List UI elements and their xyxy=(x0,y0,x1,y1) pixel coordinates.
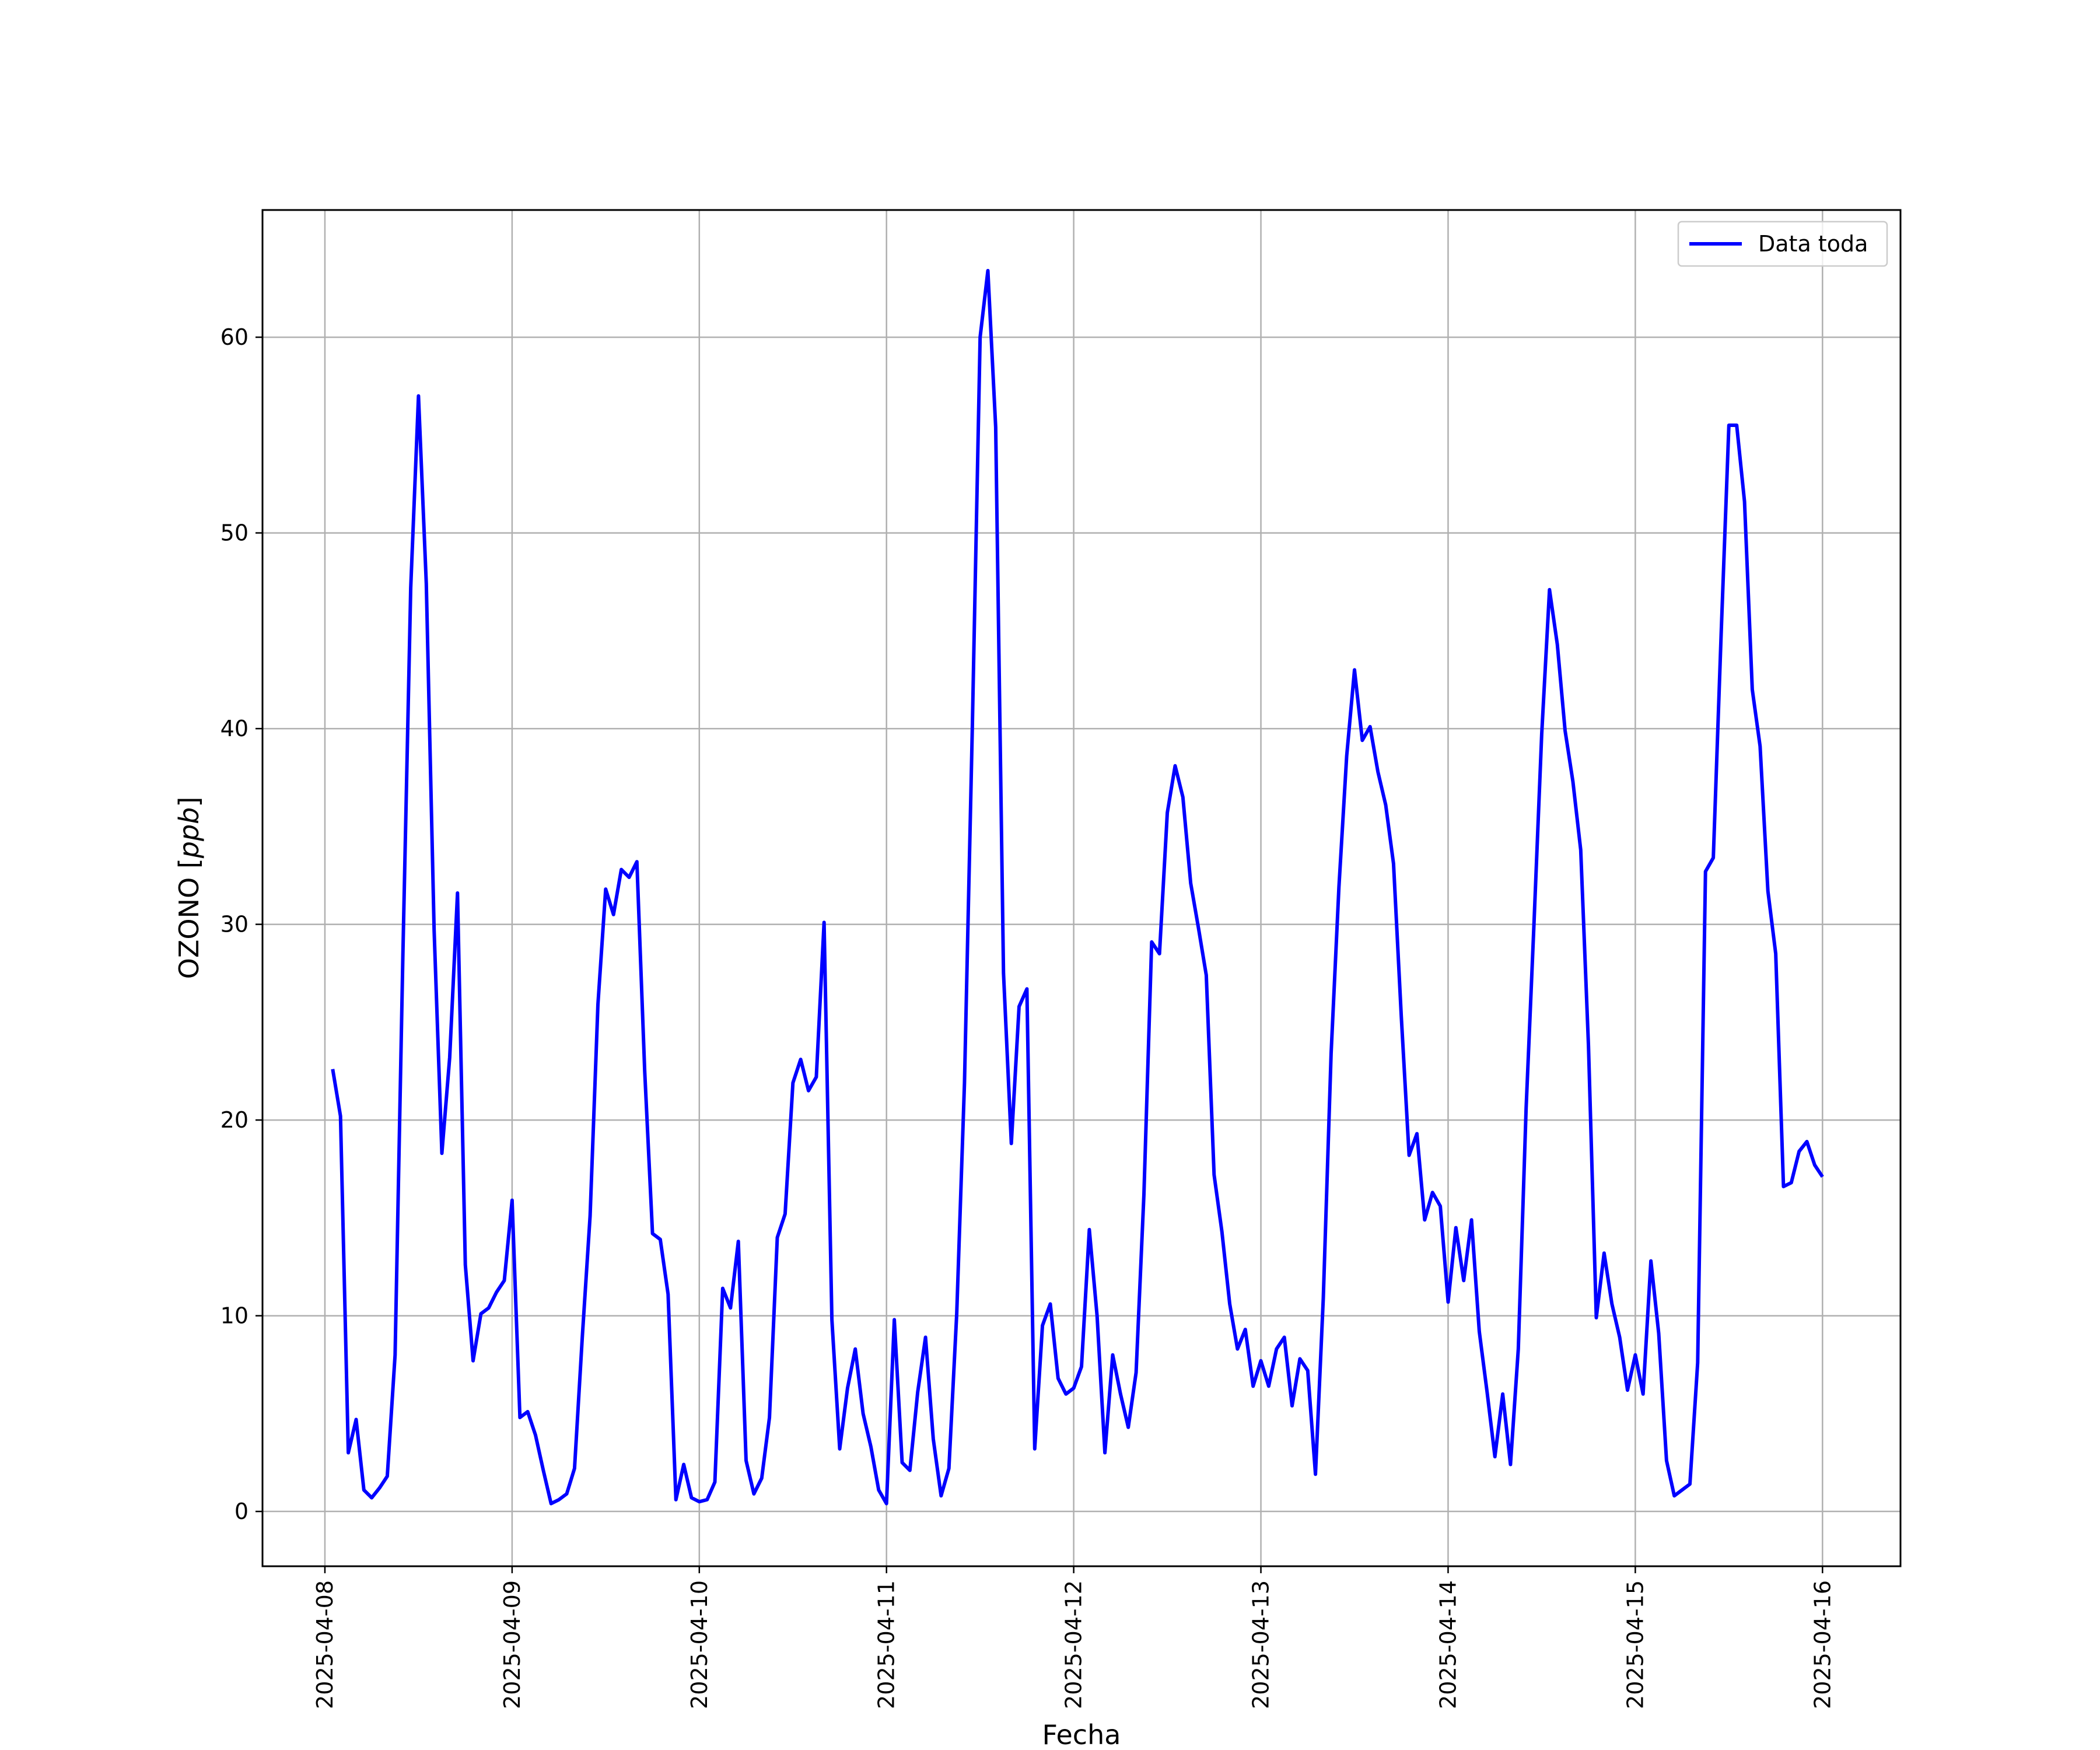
grid-lines xyxy=(262,210,1901,1566)
x-axis-ticks: 2025-04-08 2025-04-09 2025-04-10 2025-04-11… xyxy=(312,1566,1835,1709)
y-tick-label: 60 xyxy=(220,324,249,350)
y-axis-label-suffix: ] xyxy=(173,797,205,807)
data-series xyxy=(331,269,1824,1506)
y-tick-label: 40 xyxy=(220,716,249,741)
x-tick-label: 2025-04-10 xyxy=(687,1580,712,1709)
x-tick-label: 2025-04-08 xyxy=(312,1580,338,1709)
y-axis-label: OZONO [ppb] xyxy=(173,797,205,979)
x-tick-label: 2025-04-16 xyxy=(1810,1580,1835,1709)
y-axis-ticks: 0 10 20 30 40 50 60 xyxy=(220,324,262,1524)
x-axis-label: Fecha xyxy=(1042,1719,1121,1750)
x-tick-label: 2025-04-11 xyxy=(874,1580,900,1709)
x-tick-label: 2025-04-15 xyxy=(1622,1580,1648,1709)
y-tick-label: 0 xyxy=(235,1499,249,1524)
x-tick-label: 2025-04-09 xyxy=(499,1580,525,1709)
series-line-data-toda xyxy=(331,269,1824,1506)
legend-label: Data toda xyxy=(1758,231,1868,257)
y-tick-label: 10 xyxy=(220,1303,249,1329)
y-tick-label: 20 xyxy=(220,1107,249,1133)
x-tick-label: 2025-04-12 xyxy=(1061,1580,1087,1709)
y-tick-label: 50 xyxy=(220,520,249,546)
x-tick-label: 2025-04-13 xyxy=(1248,1580,1274,1709)
x-tick-label: 2025-04-14 xyxy=(1435,1580,1461,1709)
legend-box xyxy=(1677,220,1888,267)
y-tick-label: 30 xyxy=(220,912,249,937)
y-axis-label-unit: ppb xyxy=(173,807,205,859)
plot-area-frame xyxy=(261,209,1902,1567)
y-axis-label-prefix: OZONO [ xyxy=(173,858,205,979)
legend: Data toda xyxy=(1677,220,1888,267)
